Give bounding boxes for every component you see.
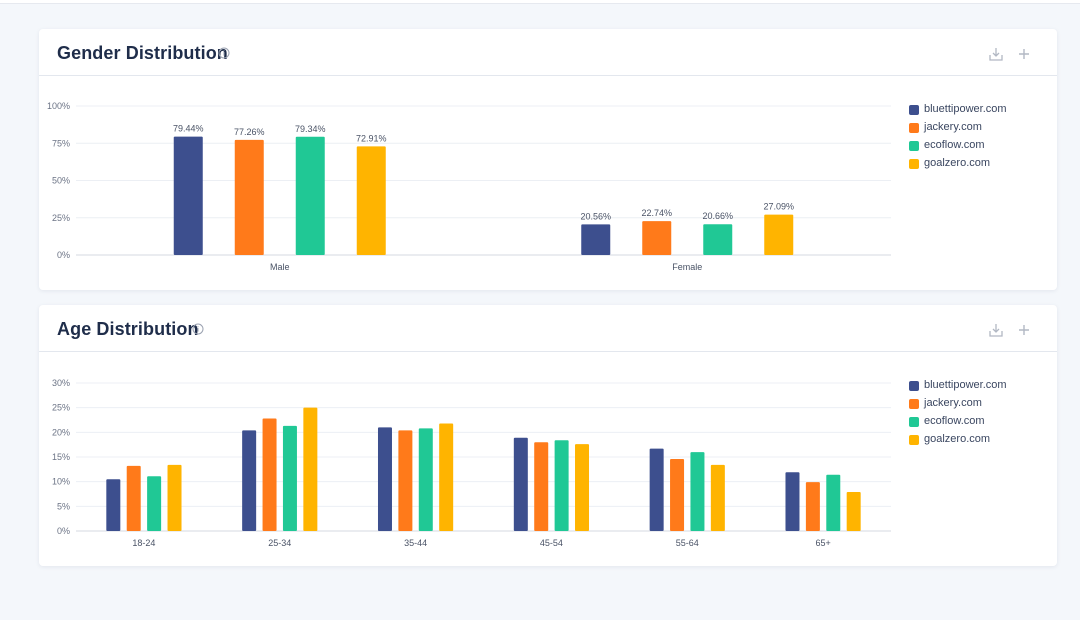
y-tick-label: 25%	[52, 213, 70, 223]
bar[interactable]	[234, 139, 264, 255]
legend-checkbox-icon[interactable]	[909, 381, 919, 391]
legend-label: goalzero.com	[924, 157, 991, 169]
x-tick-label: 55-64	[676, 538, 699, 548]
y-tick-label: 0%	[57, 526, 70, 536]
data-label: 22.74%	[641, 208, 672, 218]
data-label: 79.44%	[173, 124, 204, 134]
bar[interactable]	[846, 492, 861, 531]
bar[interactable]	[513, 437, 528, 531]
legend-checkbox-icon[interactable]	[909, 105, 919, 115]
y-tick-label: 0%	[57, 250, 70, 260]
bar[interactable]	[418, 428, 433, 531]
bar[interactable]	[173, 136, 203, 255]
plus-icon[interactable]	[1016, 322, 1032, 338]
data-label: 27.09%	[763, 202, 794, 212]
bar[interactable]	[242, 430, 257, 531]
y-tick-label: 100%	[47, 101, 70, 111]
bar[interactable]	[581, 224, 611, 255]
bar[interactable]	[356, 146, 386, 255]
gender-chart: 0% 25% 50% 75% 100% 79.44% 77.26% 79.34% 72.91% M…	[47, 101, 891, 272]
legend-label: jackery.com	[924, 121, 982, 133]
y-tick-label: 75%	[52, 138, 70, 148]
bar[interactable]	[282, 425, 297, 531]
y-tick-label: 30%	[52, 378, 70, 388]
legend-label: ecoflow.com	[924, 415, 985, 427]
bar[interactable]	[126, 465, 141, 531]
legend-label: bluettipower.com	[924, 379, 1007, 391]
bar[interactable]	[554, 440, 569, 531]
legend-checkbox-icon[interactable]	[909, 123, 919, 133]
download-icon[interactable]	[988, 322, 1004, 338]
bar[interactable]	[147, 476, 162, 531]
bar[interactable]	[534, 442, 549, 531]
legend-label: ecoflow.com	[924, 139, 985, 151]
y-tick-label: 5%	[57, 501, 70, 511]
y-tick-label: 25%	[52, 403, 70, 413]
data-label: 20.56%	[580, 211, 611, 221]
bar[interactable]	[690, 452, 705, 531]
age-distribution-card: Age Distribution 0% 5% 10% 15% 20% 25% 30% 18-2…	[39, 305, 1057, 566]
card-title: Gender Distribution	[57, 43, 228, 63]
legend-label: goalzero.com	[924, 433, 991, 445]
gender-distribution-card: Gender Distribution 0% 25% 50% 75% 100% 79.44…	[39, 29, 1057, 290]
bar[interactable]	[167, 464, 182, 531]
x-tick-label: 65+	[815, 538, 830, 548]
card-header: Gender Distribution	[39, 29, 1057, 76]
x-tick-label: 35-44	[404, 538, 427, 548]
card-header: Age Distribution	[39, 305, 1057, 352]
data-label: 77.26%	[234, 127, 265, 137]
card-title: Age Distribution	[57, 319, 199, 339]
y-tick-label: 20%	[52, 427, 70, 437]
bar[interactable]	[262, 418, 277, 531]
y-tick-label: 15%	[52, 452, 70, 462]
bar[interactable]	[377, 427, 392, 531]
x-tick-label: 45-54	[540, 538, 563, 548]
legend-checkbox-icon[interactable]	[909, 435, 919, 445]
bar[interactable]	[785, 472, 800, 531]
legend-label: bluettipower.com	[924, 103, 1007, 115]
bar[interactable]	[642, 221, 672, 255]
x-tick-label: Female	[672, 262, 702, 272]
data-label: 72.91%	[356, 133, 387, 143]
bar[interactable]	[764, 214, 794, 255]
legend-label: jackery.com	[924, 397, 982, 409]
legend-checkbox-icon[interactable]	[909, 417, 919, 427]
info-icon[interactable]	[192, 323, 204, 335]
age-chart: 0% 5% 10% 15% 20% 25% 30% 18-24 25-34 35-44 45-54 5…	[52, 378, 891, 548]
data-label: 79.34%	[295, 124, 326, 134]
data-label: 20.66%	[702, 211, 733, 221]
y-tick-label: 50%	[52, 176, 70, 186]
legend-checkbox-icon[interactable]	[909, 159, 919, 169]
bar[interactable]	[805, 482, 820, 531]
bar[interactable]	[703, 224, 733, 255]
x-tick-label: 25-34	[268, 538, 291, 548]
bar[interactable]	[575, 444, 590, 531]
info-icon[interactable]	[218, 47, 230, 59]
bar[interactable]	[439, 423, 454, 531]
y-tick-label: 10%	[52, 477, 70, 487]
bar[interactable]	[303, 407, 318, 531]
bar[interactable]	[398, 430, 413, 531]
bar[interactable]	[295, 136, 325, 255]
x-tick-label: 18-24	[132, 538, 155, 548]
legend-checkbox-icon[interactable]	[909, 399, 919, 409]
legend-checkbox-icon[interactable]	[909, 141, 919, 151]
x-tick-label: Male	[270, 262, 290, 272]
bar[interactable]	[826, 474, 841, 531]
download-icon[interactable]	[988, 46, 1004, 62]
bar[interactable]	[106, 479, 121, 531]
bar[interactable]	[670, 458, 685, 531]
bar[interactable]	[649, 448, 664, 531]
plus-icon[interactable]	[1016, 46, 1032, 62]
bar[interactable]	[710, 464, 725, 531]
top-strip	[0, 0, 1080, 4]
